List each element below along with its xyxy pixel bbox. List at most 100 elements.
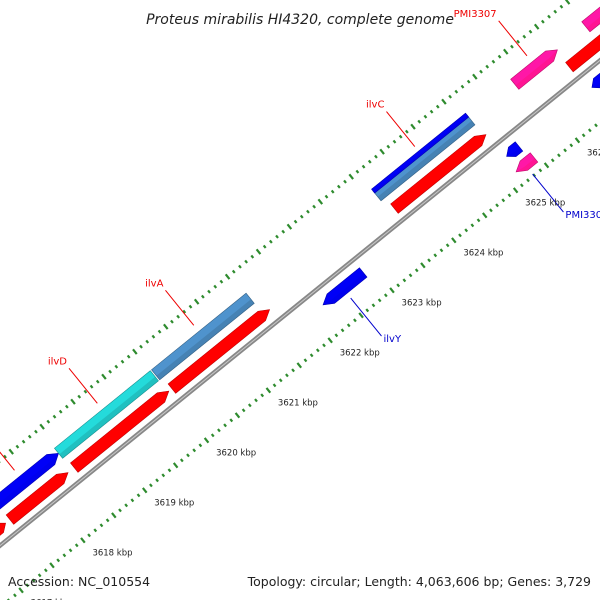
gene-ilvY-outline [322, 267, 368, 306]
plus-tick [343, 179, 347, 184]
gene-ilvY-highlight [323, 267, 364, 305]
cds-plus-2-outline [0, 522, 6, 539]
gene-label-ilva: ilvA [145, 278, 163, 289]
plus-tick [108, 369, 112, 374]
minus-tick [538, 168, 543, 173]
genome-summary-text: Topology: circular; Length: 4,063,606 bp… [247, 574, 591, 589]
minus-tick [25, 583, 30, 588]
minus-tick [68, 548, 73, 553]
minus-tick [383, 293, 388, 298]
gene-ilvD-highlight [54, 370, 156, 455]
minus-tick [414, 268, 419, 273]
plus-tick [101, 373, 107, 380]
kbp-label: 3625 kbp [525, 199, 565, 209]
plus-tick [27, 434, 32, 439]
minus-tick [74, 543, 79, 548]
minus-tick [49, 562, 55, 569]
minus-tick [217, 428, 221, 433]
gene-ilvD-outline [54, 370, 159, 459]
minus-tick [550, 158, 555, 163]
minus-tick [56, 558, 61, 563]
kbp-label: 3619 kbp [154, 499, 194, 509]
kbp-label: 3621 kbp [278, 399, 318, 409]
minus-tick [254, 398, 258, 403]
gene-ilvY [322, 267, 368, 306]
plus-tick [435, 104, 440, 109]
plus-tick [224, 273, 231, 280]
plus-tick [238, 264, 242, 269]
minus-tick [13, 593, 17, 598]
minus-tick [334, 333, 339, 338]
minus-tick [136, 493, 141, 498]
minus-tick [346, 323, 351, 328]
minus-tick [439, 248, 444, 253]
minus-tick [192, 448, 197, 453]
minus-tick [80, 537, 86, 544]
plus-tick [126, 354, 131, 359]
gene-label-pmi3306: PMI3306 [565, 210, 600, 221]
plus-tick [522, 34, 527, 39]
minus-tick [402, 278, 407, 283]
gene-PMI3307-outline [510, 49, 558, 90]
minus-tick [557, 153, 561, 158]
plus-tick [244, 259, 248, 264]
plus-tick [374, 154, 378, 159]
plus-tick [379, 148, 385, 155]
cds-plus-4-outline [70, 390, 170, 473]
plus-tick [559, 4, 564, 9]
minus-tick [519, 183, 524, 188]
plus-tick [336, 184, 341, 189]
cds-plus-5-highlight [168, 309, 270, 390]
plus-tick [410, 123, 416, 130]
gene-ilvC-edge-highlight [371, 113, 468, 192]
plus-tick [21, 439, 26, 444]
label-leader-ilva [165, 289, 195, 326]
minus-tick [111, 512, 117, 519]
plus-tick [460, 84, 465, 89]
plus-tick [348, 173, 354, 180]
plus-tick [497, 54, 502, 59]
plus-tick [3, 454, 7, 459]
cds-plus-2 [0, 522, 6, 539]
plus-tick [533, 23, 540, 30]
minus-tick [198, 443, 203, 448]
gene-PMI3307-highlight [510, 49, 558, 86]
minus-tick [581, 133, 586, 138]
minus-tick [451, 237, 457, 244]
plus-tick [361, 164, 366, 169]
minus-tick [291, 368, 295, 373]
gene-minus-2-outline [591, 72, 600, 89]
gene-ilvA-outline [151, 292, 255, 381]
minus-tick [296, 362, 303, 369]
minus-tick [543, 162, 550, 169]
plus-tick [553, 9, 558, 14]
map-title: Proteus mirabilis HI4320, complete genom… [146, 12, 454, 28]
plus-tick [299, 214, 304, 219]
plus-tick [398, 134, 403, 139]
plus-tick [58, 409, 63, 414]
backbone-highlight [0, 59, 600, 547]
minus-tick [309, 353, 314, 358]
minus-tick [87, 533, 91, 538]
plus-tick [540, 19, 545, 24]
plus-tick [64, 404, 69, 409]
plus-tick [120, 359, 125, 364]
plus-tick [516, 39, 520, 44]
gene-PMI3307 [510, 49, 558, 90]
plus-tick [330, 189, 335, 194]
minus-tick [130, 498, 135, 503]
plus-tick [503, 48, 509, 55]
plus-tick [324, 194, 329, 199]
plus-tick [52, 414, 57, 419]
minus-tick [587, 128, 592, 133]
minus-tick [155, 478, 159, 483]
gene-ilvC-edge [371, 112, 470, 194]
plus-tick [286, 223, 293, 230]
gene-minus-1 [506, 141, 524, 157]
kbp-label: 3626 kbp [587, 149, 600, 159]
plus-tick [454, 89, 459, 94]
label-leader-ilvy [350, 297, 382, 337]
minus-tick [167, 468, 172, 473]
